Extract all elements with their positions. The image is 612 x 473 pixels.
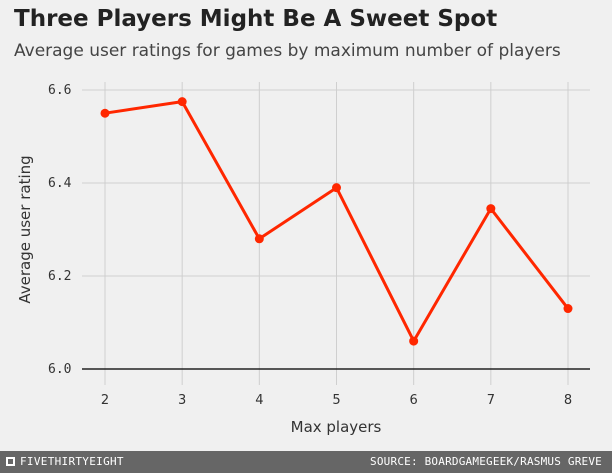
x-tick-label: 6: [410, 393, 418, 408]
footer-bar: FIVETHIRTYEIGHT SOURCE: BOARDGAMEGEEK/RA…: [0, 451, 612, 473]
grid-layer: [82, 82, 590, 385]
x-axis-label: Max players: [291, 418, 382, 436]
chart-subtitle: Average user ratings for games by maximu…: [14, 41, 561, 61]
data-point: [177, 97, 187, 107]
data-point: [100, 108, 110, 118]
x-tick-label: 5: [332, 393, 340, 408]
data-point: [332, 183, 341, 193]
y-tick-labels: 6.0 6.2 6.4 6.6: [48, 83, 72, 377]
x-tick-label: 8: [564, 393, 572, 408]
data-point: [486, 204, 496, 214]
x-tick-labels: 2 3 4 5 6 7 8: [101, 393, 572, 408]
series-max-players: [100, 97, 573, 346]
x-tick-label: 3: [178, 393, 186, 408]
brand-name: FIVETHIRTYEIGHT: [20, 455, 124, 468]
x-tick-label: 2: [101, 393, 109, 408]
data-point: [409, 336, 419, 346]
x-tick-label: 7: [487, 393, 495, 408]
x-tick-label: 4: [255, 393, 263, 408]
line-chart: 6.0 6.2 6.4 6.6 2 3 4 5 6 7 8 Max players Average…: [16, 82, 590, 436]
data-point: [563, 304, 573, 314]
y-axis-label: Average user rating: [16, 155, 34, 303]
data-point: [254, 234, 264, 244]
y-tick-label: 6.0: [48, 362, 71, 377]
y-tick-label: 6.4: [48, 176, 72, 191]
y-tick-label: 6.2: [48, 269, 71, 284]
chart-title: Three Players Might Be A Sweet Spot: [14, 6, 498, 32]
source-credit: SOURCE: BOARDGAMEGEEK/RASMUS GREVE: [370, 455, 602, 468]
fivethirtyeight-logo-icon: [6, 457, 15, 466]
y-tick-label: 6.6: [48, 83, 71, 98]
